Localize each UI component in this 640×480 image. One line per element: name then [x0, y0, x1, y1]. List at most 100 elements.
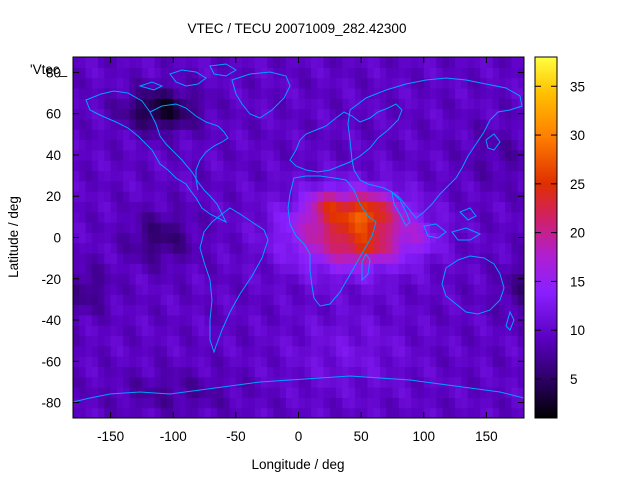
heatmap-cell — [104, 211, 112, 223]
heatmap-cell — [285, 325, 293, 337]
heatmap-cell — [273, 387, 281, 398]
heatmap-cell — [455, 222, 462, 233]
heatmap-cell — [329, 191, 337, 202]
heatmap-cell — [141, 222, 149, 233]
heatmap-cell — [179, 314, 187, 326]
heatmap-cell — [486, 283, 494, 295]
heatmap-cell — [273, 252, 281, 264]
heatmap-cell — [386, 160, 394, 172]
heatmap-cell — [104, 67, 112, 79]
heatmap-cell — [267, 232, 275, 244]
heatmap-cell — [348, 304, 356, 316]
heatmap-cell — [260, 149, 268, 161]
heatmap-cell — [217, 67, 224, 79]
heatmap-cell — [198, 77, 206, 89]
heatmap-cell — [486, 325, 494, 337]
heatmap-cell — [442, 325, 450, 337]
heatmap-cell — [317, 345, 325, 357]
heatmap-cell — [423, 366, 431, 378]
heatmap-cell — [110, 242, 118, 254]
heatmap-cell — [79, 294, 87, 306]
heatmap-cell — [392, 129, 400, 141]
heatmap-cell — [323, 314, 331, 326]
heatmap-cell — [298, 108, 306, 120]
heatmap-cell — [342, 180, 350, 192]
heatmap-cell — [179, 335, 187, 347]
heatmap-cell — [160, 387, 168, 398]
heatmap-cell — [260, 98, 268, 110]
heatmap-cell — [461, 304, 469, 316]
heatmap-cell — [417, 252, 425, 264]
heatmap-cell — [480, 222, 488, 233]
heatmap-cell — [298, 77, 306, 89]
heatmap-cell — [505, 139, 513, 151]
heatmap-cell — [279, 129, 287, 141]
heatmap-cell — [398, 118, 406, 130]
heatmap-cell — [104, 273, 112, 285]
heatmap-cell — [173, 387, 181, 398]
heatmap-cell — [379, 314, 387, 326]
heatmap-cell — [304, 366, 312, 378]
heatmap-cell — [166, 149, 174, 161]
heatmap-cell — [430, 87, 437, 99]
heatmap-cell — [173, 263, 181, 275]
heatmap-cell — [135, 180, 143, 192]
coastlines — [73, 63, 524, 403]
heatmap-cell — [354, 222, 362, 233]
heatmap-cell — [229, 283, 237, 295]
heatmap-cell — [461, 387, 469, 398]
heatmap-cell — [342, 232, 350, 244]
heatmap-cell — [285, 108, 293, 120]
heatmap-cell — [505, 376, 513, 388]
heatmap-cell — [442, 149, 450, 161]
heatmap-cell — [423, 242, 431, 254]
heatmap-cell — [430, 366, 437, 378]
heatmap-cell — [511, 222, 519, 233]
heatmap-cell — [386, 325, 394, 337]
heatmap-cell — [235, 304, 243, 316]
heatmap-cell — [511, 211, 519, 223]
heatmap-cell — [361, 263, 369, 275]
heatmap-cell — [198, 211, 206, 223]
heatmap-cell — [461, 87, 469, 99]
heatmap-cell — [505, 242, 513, 254]
heatmap-cell — [492, 252, 500, 264]
heatmap-cell — [198, 108, 206, 120]
heatmap-cell — [417, 283, 425, 295]
heatmap-cell — [361, 129, 369, 141]
heatmap-cell — [442, 67, 450, 79]
heatmap-cell — [192, 356, 199, 368]
heatmap-cell — [179, 273, 187, 285]
heatmap-cell — [417, 387, 425, 398]
heatmap-cell — [179, 356, 187, 368]
heatmap-cell — [235, 180, 243, 192]
heatmap-cell — [229, 201, 237, 213]
y-tick-label: -40 — [41, 313, 61, 328]
heatmap-cell — [473, 191, 481, 202]
heatmap-cell — [179, 98, 187, 110]
heatmap-cell — [342, 129, 350, 141]
heatmap-cell — [436, 314, 444, 326]
heatmap-cell — [185, 273, 193, 285]
heatmap-cell — [217, 387, 224, 398]
heatmap-cell — [461, 139, 469, 151]
heatmap-cell — [192, 263, 199, 275]
heatmap-cell — [116, 57, 124, 68]
heatmap-cell — [110, 345, 118, 357]
heatmap-cell — [179, 304, 187, 316]
heatmap-cell — [498, 376, 506, 388]
heatmap-cell — [141, 129, 149, 141]
heatmap-cell — [505, 98, 513, 110]
heatmap-cell — [217, 263, 224, 275]
heatmap-cell — [517, 57, 524, 68]
heatmap-cell — [254, 356, 262, 368]
heatmap-cell — [116, 387, 124, 398]
heatmap-cell — [292, 345, 300, 357]
heatmap-cell — [248, 376, 256, 388]
heatmap-cell — [110, 108, 118, 120]
heatmap-cell — [505, 67, 513, 79]
heatmap-cell — [279, 139, 287, 151]
heatmap-cell — [91, 335, 99, 347]
heatmap-cell — [116, 242, 124, 254]
heatmap-cell — [242, 77, 249, 89]
